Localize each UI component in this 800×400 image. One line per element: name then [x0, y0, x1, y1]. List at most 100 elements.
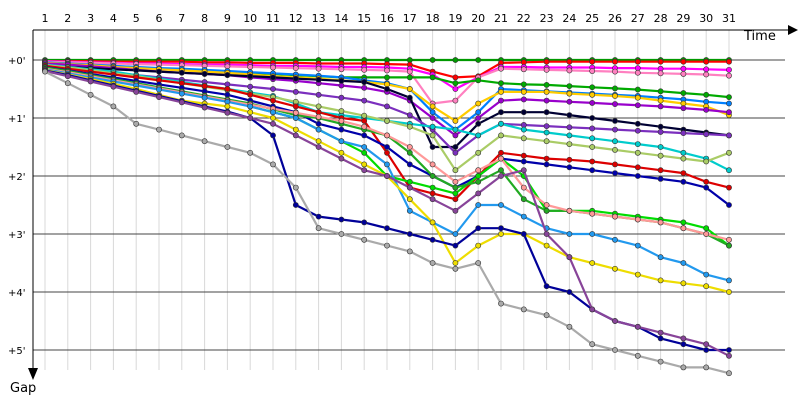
data-point [703, 347, 710, 353]
data-point [726, 149, 732, 156]
data-point [589, 158, 596, 165]
data-point [726, 100, 732, 107]
data-point [680, 65, 687, 72]
data-point [452, 190, 459, 197]
x-tick-label: 17 [403, 12, 417, 25]
data-point [429, 190, 436, 197]
data-point [292, 115, 299, 121]
y-axis-title: Gap [10, 381, 36, 396]
data-point [452, 242, 459, 249]
data-point [384, 118, 390, 124]
data-point [589, 306, 596, 313]
y-tick-label: +3' [8, 230, 26, 241]
data-point [612, 85, 618, 92]
data-point [201, 138, 208, 145]
x-tick-label: 10 [243, 12, 257, 25]
data-point [406, 248, 413, 255]
data-point [247, 149, 254, 156]
data-point [657, 97, 664, 104]
data-point [384, 132, 390, 139]
data-point [224, 86, 231, 92]
data-point [657, 167, 664, 174]
data-point [589, 260, 596, 266]
data-point [452, 184, 459, 191]
data-point [726, 370, 732, 377]
data-point [634, 164, 641, 171]
data-point [338, 77, 345, 84]
data-point [543, 242, 550, 249]
data-point [429, 123, 436, 130]
data-point [315, 126, 322, 133]
data-point [156, 94, 162, 101]
data-point [361, 219, 368, 226]
data-point [315, 65, 322, 72]
y-tick-label: +2' [8, 172, 26, 183]
data-point [657, 144, 664, 150]
data-point [201, 104, 208, 111]
data-point [657, 329, 664, 336]
data-point [657, 335, 664, 342]
data-point [87, 78, 94, 85]
data-point [498, 132, 504, 139]
data-point [452, 196, 459, 203]
data-point [452, 74, 459, 81]
data-point [589, 210, 596, 217]
data-point [201, 83, 208, 89]
x-tick-label: 3 [87, 12, 94, 25]
data-point [520, 158, 527, 165]
data-point [270, 115, 276, 121]
data-point [384, 225, 390, 232]
data-point [475, 178, 482, 185]
data-point [543, 312, 550, 319]
data-point [361, 161, 368, 168]
data-point [201, 71, 208, 77]
data-point [589, 135, 596, 142]
data-point [726, 277, 732, 284]
data-point [589, 341, 596, 348]
data-point [452, 167, 459, 174]
data-point [680, 105, 687, 112]
data-point [726, 109, 732, 116]
data-point [452, 80, 459, 87]
data-point [133, 89, 140, 95]
data-point [498, 80, 504, 87]
data-point [247, 103, 254, 110]
y-tick-label: +0' [8, 56, 26, 67]
data-point [589, 144, 596, 150]
data-point [498, 300, 504, 307]
data-point [498, 65, 504, 72]
x-tick-label: 27 [631, 12, 645, 25]
data-point [384, 144, 390, 150]
series-layer [42, 57, 732, 377]
data-point [429, 184, 436, 191]
data-point [566, 124, 573, 131]
data-point [520, 126, 527, 133]
data-point [338, 94, 345, 101]
data-point [292, 126, 299, 133]
data-point [452, 86, 459, 92]
data-point [384, 86, 390, 92]
data-point [247, 83, 254, 90]
data-point [566, 289, 573, 295]
data-point [406, 184, 413, 191]
data-point [270, 132, 276, 139]
data-point [634, 94, 641, 101]
data-point [612, 68, 618, 75]
data-point [429, 109, 436, 116]
data-point [384, 242, 390, 249]
data-point [612, 146, 618, 153]
data-point [657, 88, 664, 95]
x-tick-label: 26 [608, 12, 622, 25]
data-point [680, 280, 687, 287]
data-point [384, 67, 390, 74]
data-point [657, 58, 664, 65]
data-point [520, 306, 527, 313]
x-tick-label: 12 [289, 12, 303, 25]
data-point [475, 132, 482, 139]
data-point [612, 93, 618, 99]
data-point [612, 265, 618, 272]
data-point [361, 144, 368, 150]
data-point [589, 231, 596, 237]
x-tick-label: 21 [494, 12, 508, 25]
data-point [406, 94, 413, 101]
